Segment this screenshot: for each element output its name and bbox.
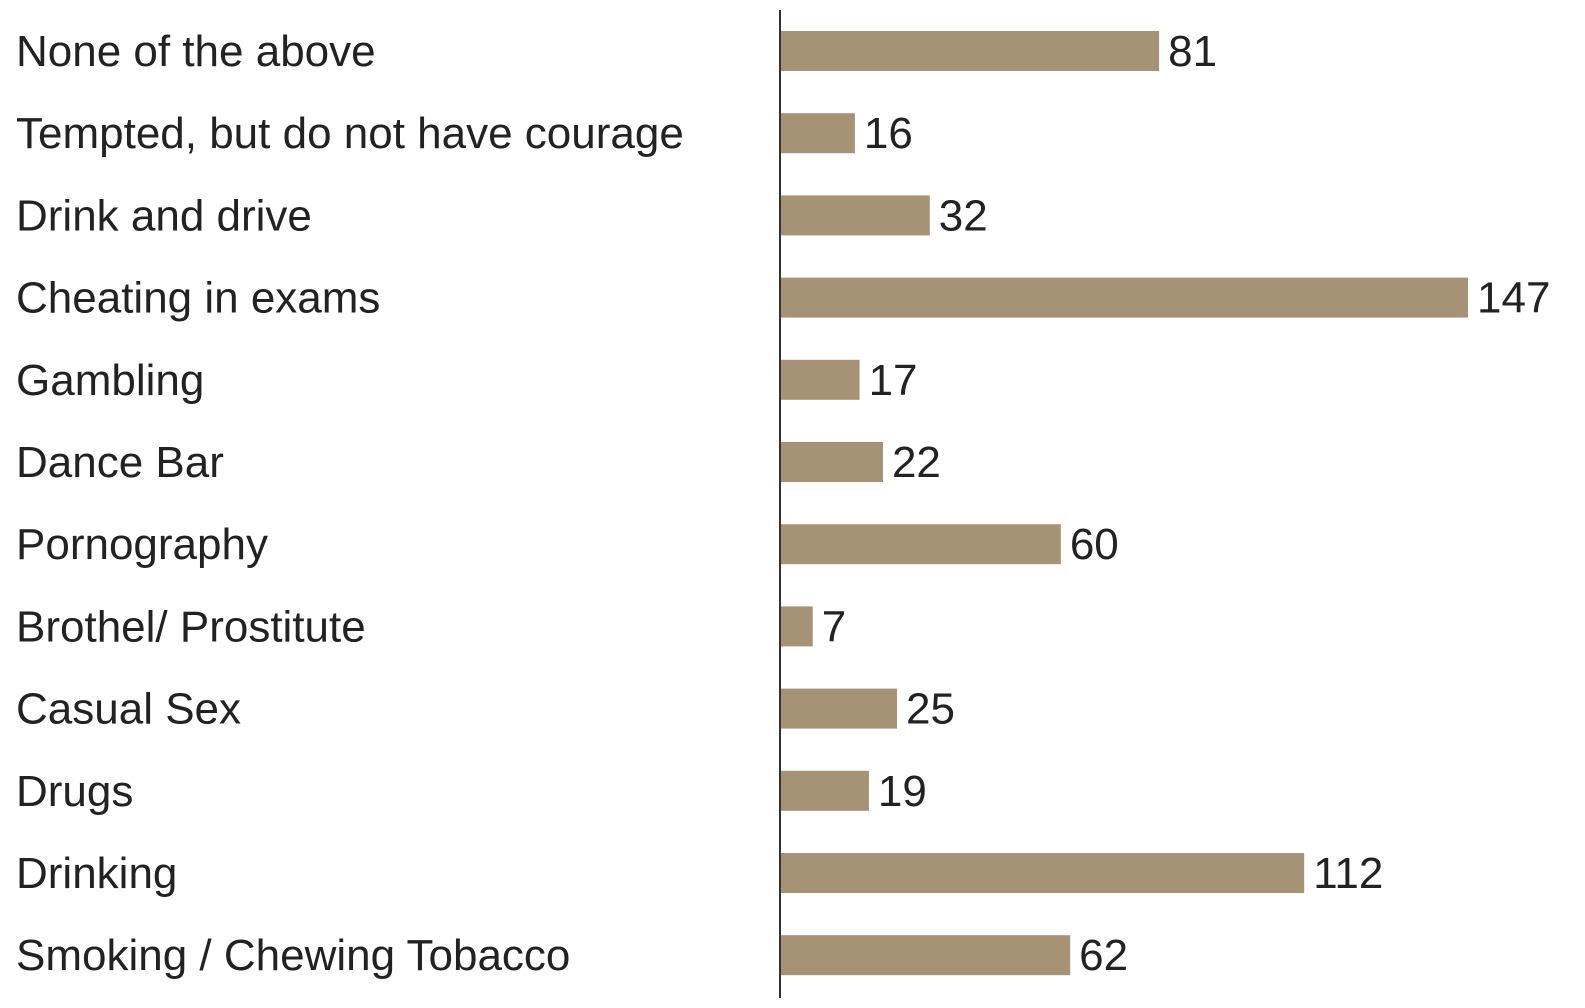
bar-casual-sex	[780, 688, 898, 729]
value-label-pornography: 60	[1070, 520, 1119, 569]
value-label-drugs: 19	[878, 767, 927, 816]
bar-tempted-but-do-not-have-courage	[780, 113, 855, 154]
category-labels: None of the above Tempted, but do not hav…	[16, 27, 684, 980]
category-label-drugs: Drugs	[16, 767, 133, 816]
category-label-cheating-in-exams: Cheating in exams	[16, 274, 380, 323]
value-label-cheating-in-exams: 147	[1477, 274, 1550, 323]
value-label-dance-bar: 22	[892, 438, 941, 487]
bar-drugs	[780, 770, 869, 811]
bar-drinking	[780, 853, 1305, 893]
value-label-casual-sex: 25	[906, 685, 955, 734]
bar-drink-and-drive	[780, 195, 930, 236]
category-label-drinking: Drinking	[16, 849, 177, 898]
value-label-drink-and-drive: 32	[939, 191, 988, 240]
category-label-brothel-prostitute: Brothel/ Prostitute	[16, 602, 366, 651]
bar-pornography	[780, 524, 1061, 565]
bar-brothel-prostitute	[780, 606, 813, 647]
value-label-brothel-prostitute: 7	[822, 602, 846, 651]
value-label-drinking: 112	[1313, 849, 1383, 898]
category-label-smoking-chewing-tobacco: Smoking / Chewing Tobacco	[16, 931, 570, 980]
bars-group	[780, 31, 1468, 976]
bar-none-of-the-above	[780, 31, 1160, 71]
category-label-gambling: Gambling	[16, 356, 204, 405]
category-label-drink-and-drive: Drink and drive	[16, 191, 312, 240]
category-label-dance-bar: Dance Bar	[16, 438, 224, 487]
value-label-smoking-chewing-tobacco: 62	[1079, 931, 1128, 980]
category-label-casual-sex: Casual Sex	[16, 685, 241, 734]
bar-gambling	[780, 359, 860, 400]
bar-cheating-in-exams	[780, 277, 1468, 318]
value-label-gambling: 17	[869, 356, 918, 405]
value-label-tempted-but-do-not-have-courage: 16	[864, 109, 913, 158]
category-label-pornography: Pornography	[16, 520, 268, 569]
bar-dance-bar	[780, 442, 883, 482]
category-label-none-of-the-above: None of the above	[16, 27, 376, 76]
value-label-none-of-the-above: 81	[1168, 27, 1217, 76]
bar-smoking-chewing-tobacco	[780, 935, 1071, 976]
value-labels: 81 16 32 147 17 22 60 7 25 19 112 62	[822, 27, 1551, 980]
category-label-tempted-but-do-not-have-courage: Tempted, but do not have courage	[16, 109, 684, 158]
